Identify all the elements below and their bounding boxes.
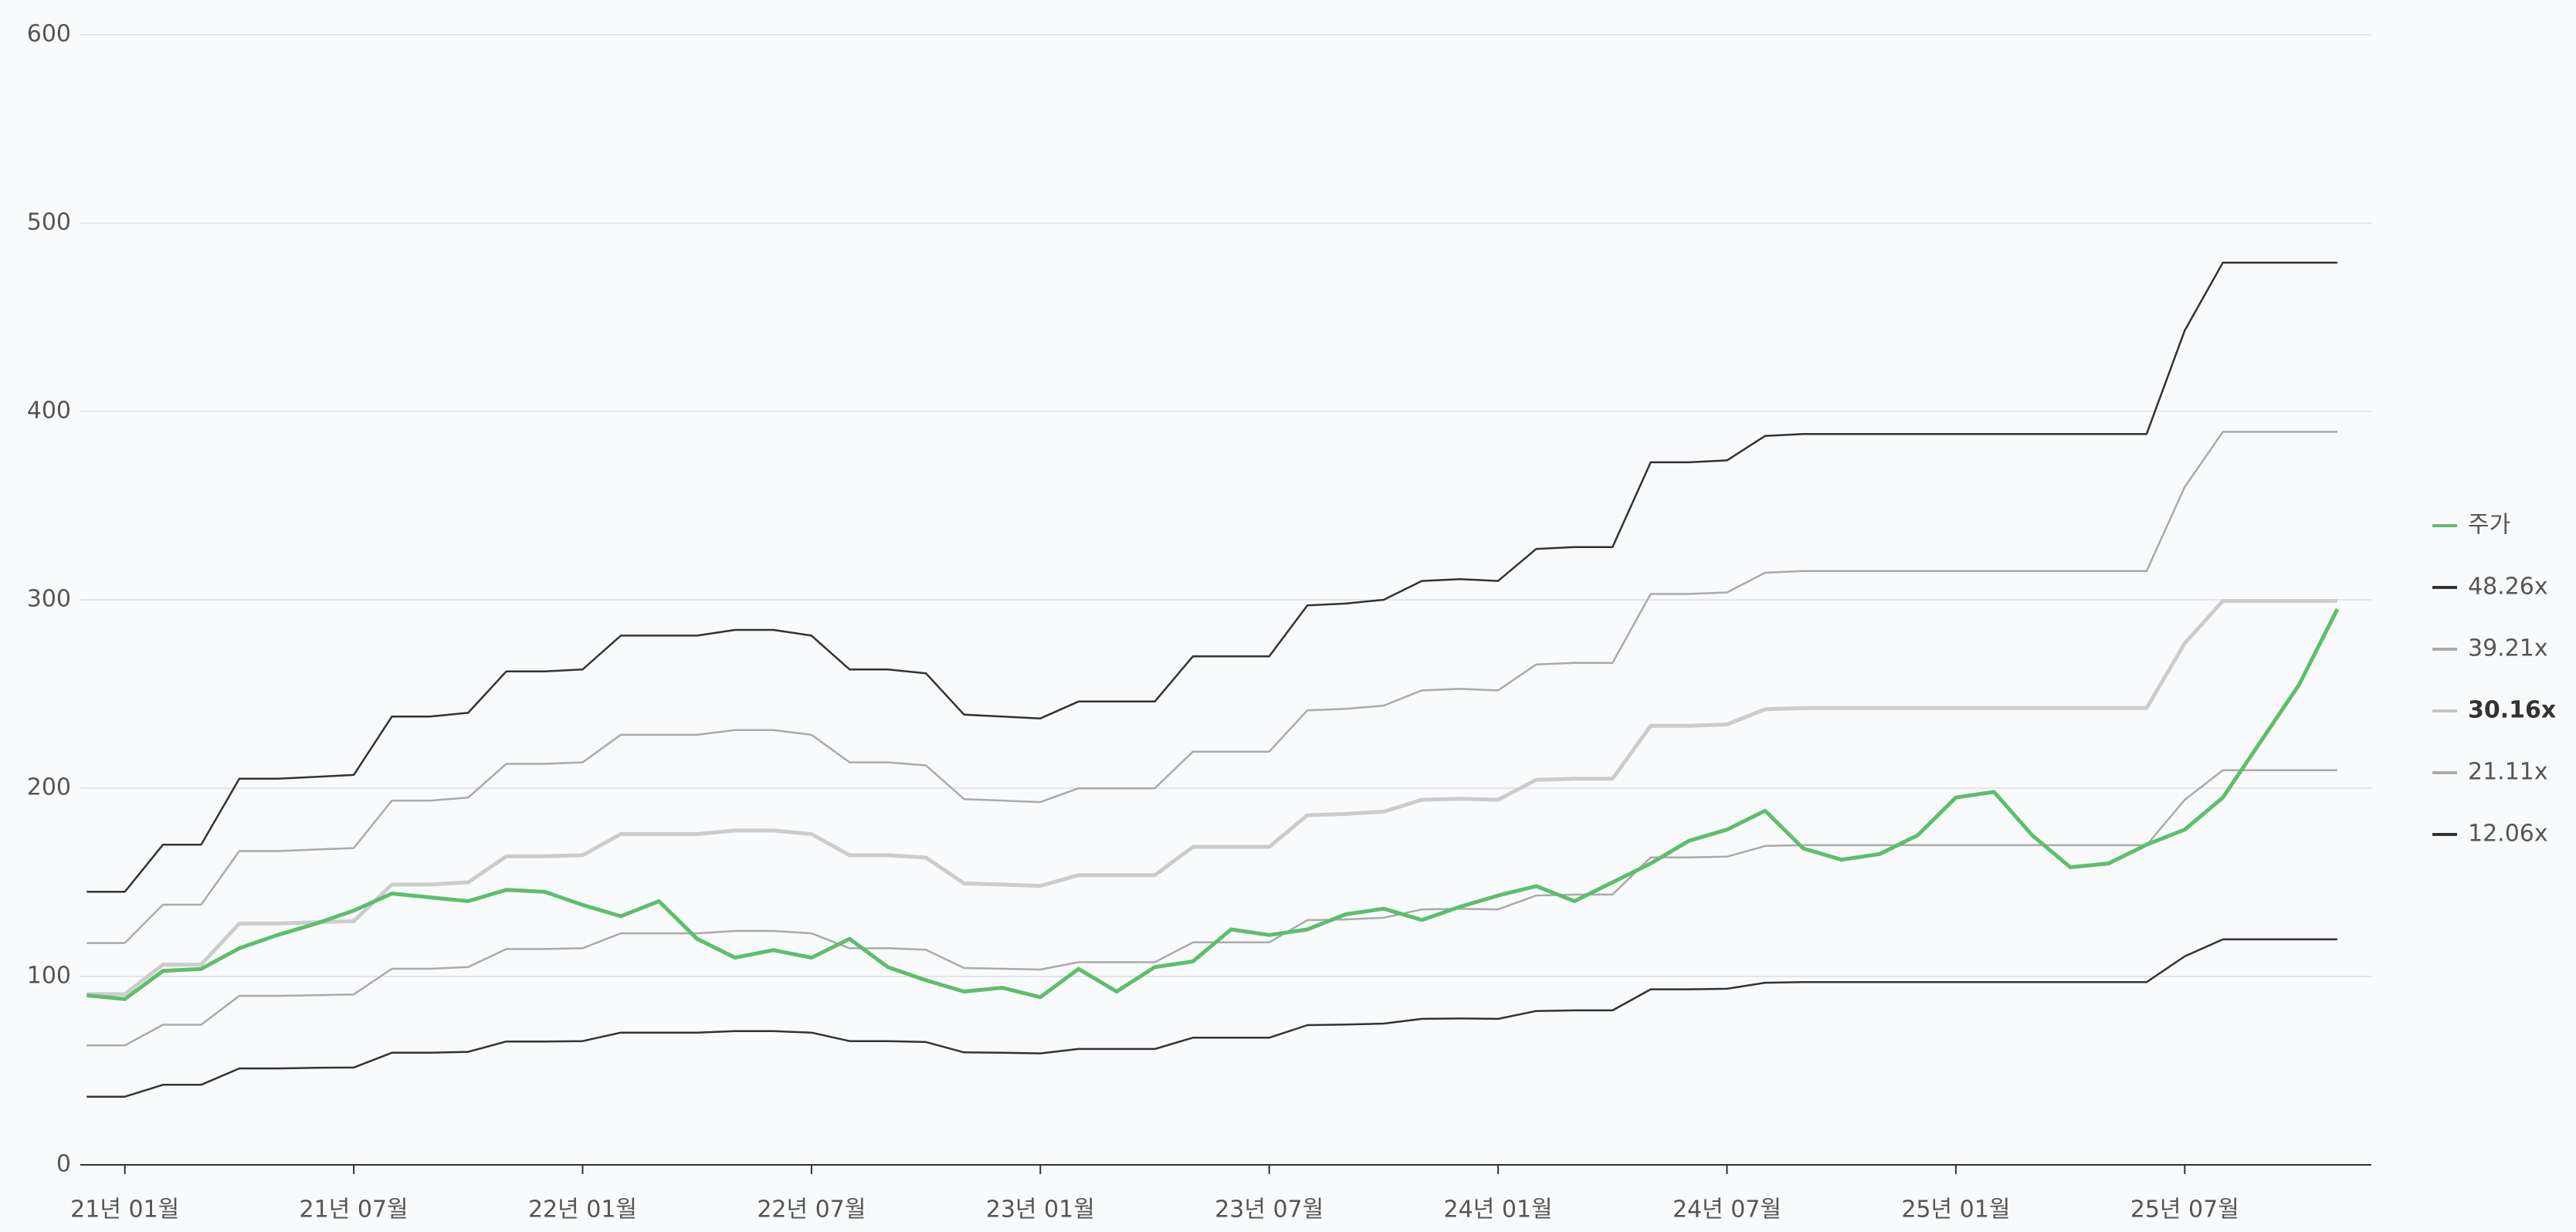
x-tick-label: 24년 01월	[1444, 1196, 1553, 1224]
y-tick-label: 600	[27, 21, 71, 48]
series-line	[86, 769, 2337, 1047]
x-tick-label: 23년 01월	[986, 1196, 1095, 1224]
y-tick-label: 500	[27, 209, 71, 236]
x-tick-label: 22년 07월	[757, 1196, 866, 1224]
x-tick-label: 25년 01월	[1901, 1196, 2010, 1224]
legend-label: 21.11x	[2468, 759, 2548, 786]
legend-label: 48.26x	[2468, 574, 2548, 601]
series-line	[86, 261, 2337, 893]
series-line	[86, 608, 2340, 1001]
x-tick-label: 25년 07월	[2130, 1196, 2239, 1224]
y-tick-label: 300	[27, 586, 71, 613]
series-line	[86, 938, 2337, 1098]
x-tick-label: 23년 07월	[1215, 1196, 1324, 1224]
legend-label: 30.16x	[2468, 697, 2556, 724]
legend-label: 12.06x	[2468, 821, 2548, 848]
x-tick-label: 22년 01월	[528, 1196, 637, 1224]
x-tick-label: 21년 01월	[70, 1196, 179, 1224]
series-line	[86, 431, 2337, 944]
y-tick-label: 400	[27, 398, 71, 425]
y-tick-label: 200	[27, 774, 71, 801]
legend-label: 주가	[2468, 512, 2510, 539]
x-tick-label: 21년 07월	[300, 1196, 408, 1224]
y-tick-label: 0	[56, 1151, 71, 1178]
legend-label: 39.21x	[2468, 635, 2548, 662]
series-line	[86, 599, 2337, 997]
y-tick-label: 100	[27, 963, 71, 990]
x-tick-label: 24년 07월	[1673, 1196, 1781, 1224]
